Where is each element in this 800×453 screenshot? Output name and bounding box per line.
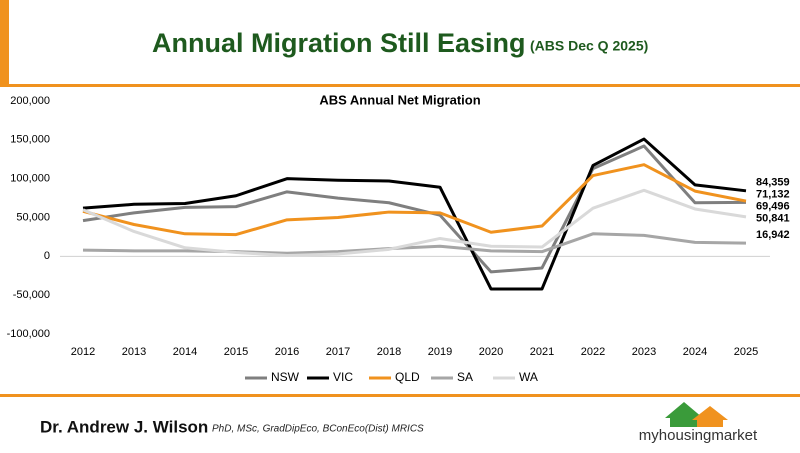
author: Dr. Andrew J. Wilson — [40, 417, 208, 436]
x-tick-label: 2016 — [275, 346, 299, 358]
y-tick-label: 200,000 — [10, 95, 50, 107]
chart-title: ABS Annual Net Migration — [319, 92, 480, 107]
accent-bar — [0, 0, 9, 86]
series-line — [82, 232, 747, 255]
x-tick-label: 2014 — [173, 346, 197, 358]
data-label: 16,942 — [756, 229, 790, 241]
header-rule — [0, 84, 800, 87]
y-tick-label: -100,000 — [7, 328, 50, 340]
series-line — [82, 163, 747, 237]
x-tick-label: 2019 — [428, 346, 452, 358]
x-tick-label: 2012 — [71, 346, 95, 358]
series-line — [82, 188, 747, 258]
x-tick-label: 2020 — [479, 346, 503, 358]
logo-icon — [665, 402, 728, 427]
y-tick-label: -50,000 — [13, 289, 50, 301]
x-tick-label: 2017 — [326, 346, 350, 358]
data-label: 69,496 — [756, 201, 790, 213]
slide-title: Annual Migration Still Easing — [152, 28, 526, 58]
y-tick-label: 100,000 — [10, 173, 50, 185]
logo-text: myhousingmarket — [639, 427, 758, 444]
slide-subtitle: (ABS Dec Q 2025) — [530, 38, 648, 54]
x-tick-label: 2025 — [734, 346, 758, 358]
x-tick-label: 2023 — [632, 346, 656, 358]
legend-label: QLD — [395, 370, 420, 384]
x-tick-label: 2024 — [683, 346, 707, 358]
series-line — [82, 144, 747, 274]
data-label: 71,132 — [756, 189, 790, 201]
plot: -100,000 -50,000 0 50,000 100,000 150,000 200,… — [7, 95, 790, 384]
x-tick-label: 2015 — [224, 346, 248, 358]
legend-label: WA — [519, 370, 538, 384]
data-label: 50,841 — [756, 213, 790, 225]
x-tick-label: 2013 — [122, 346, 146, 358]
footer-rule — [0, 394, 800, 397]
legend-label: NSW — [271, 370, 300, 384]
x-tick-label: 2018 — [377, 346, 401, 358]
legend-label: VIC — [333, 370, 353, 384]
series-line — [82, 137, 747, 291]
y-tick-label: 50,000 — [16, 211, 50, 223]
x-tick-label: 2022 — [581, 346, 605, 358]
credentials: PhD, MSc, GradDipEco, BConEco(Dist) MRIC… — [212, 424, 424, 435]
y-tick-label: 0 — [44, 250, 50, 262]
x-tick-label: 2021 — [530, 346, 554, 358]
y-tick-label: 150,000 — [10, 134, 50, 146]
data-label: 84,359 — [756, 177, 790, 189]
legend-label: SA — [457, 370, 473, 384]
